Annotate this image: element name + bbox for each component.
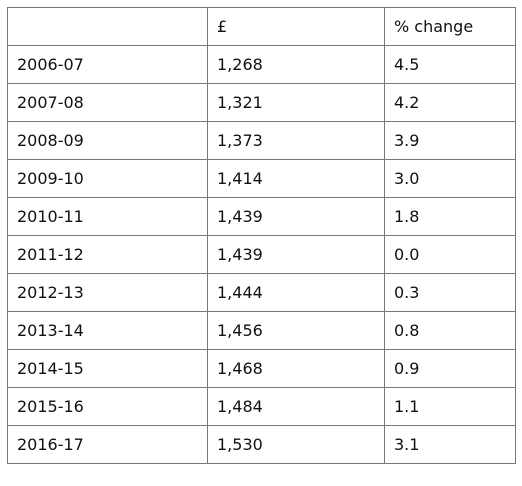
table-cell: 1,373 xyxy=(207,121,385,160)
table-cell: 1,414 xyxy=(207,159,385,198)
table-row: 2006-07 1,268 4.5 xyxy=(7,45,516,84)
header-empty-cell xyxy=(7,7,208,46)
table-row: 2014-15 1,468 0.9 xyxy=(7,349,516,388)
header-row: £% change xyxy=(7,7,516,46)
table-cell: 2016-17 xyxy=(7,425,208,464)
table-cell: 1,268 xyxy=(207,45,385,84)
table-cell: 2015-16 xyxy=(7,387,208,426)
table-cell: 1.1 xyxy=(384,387,516,426)
header-cell: £ xyxy=(207,7,385,46)
table-row: 2010-11 1,439 1.8 xyxy=(7,197,516,236)
table-cell: 1,456 xyxy=(207,311,385,350)
table-row: 2008-09 1,373 3.9 xyxy=(7,121,516,160)
table-cell: 2012-13 xyxy=(7,273,208,312)
table-cell: 1,439 xyxy=(207,235,385,274)
table-cell: 2007-08 xyxy=(7,83,208,122)
table-cell: 0.0 xyxy=(384,235,516,274)
table-cell: 1,530 xyxy=(207,425,385,464)
table-cell: 1,321 xyxy=(207,83,385,122)
table-row: 2015-16 1,484 1.1 xyxy=(7,387,516,426)
table-cell: 2009-10 xyxy=(7,159,208,198)
table-cell: 2008-09 xyxy=(7,121,208,160)
table-row: 2011-12 1,439 0.0 xyxy=(7,235,516,274)
table-cell: 2011-12 xyxy=(7,235,208,274)
table-cell: 1,468 xyxy=(207,349,385,388)
data-table: £% change 2006-07 1,268 4.5 2007-08 1,321 4.2… xyxy=(7,7,516,464)
table-cell: 3.1 xyxy=(384,425,516,464)
table-row: 2016-17 1,530 3.1 xyxy=(7,425,516,464)
table-cell: 2013-14 xyxy=(7,311,208,350)
table-cell: 0.8 xyxy=(384,311,516,350)
table-cell: 2010-11 xyxy=(7,197,208,236)
table-cell: 1.8 xyxy=(384,197,516,236)
table-cell: 2014-15 xyxy=(7,349,208,388)
table-cell: 4.2 xyxy=(384,83,516,122)
table-cell: 1,444 xyxy=(207,273,385,312)
table-cell: 0.9 xyxy=(384,349,516,388)
table-cell: 1,484 xyxy=(207,387,385,426)
table-row: 2007-08 1,321 4.2 xyxy=(7,83,516,122)
table-cell: 3.9 xyxy=(384,121,516,160)
table-row: 2012-13 1,444 0.3 xyxy=(7,273,516,312)
table-cell: 1,439 xyxy=(207,197,385,236)
table-cell: 2006-07 xyxy=(7,45,208,84)
table-cell: 3.0 xyxy=(384,159,516,198)
table-row: 2009-10 1,414 3.0 xyxy=(7,159,516,198)
table-cell: 0.3 xyxy=(384,273,516,312)
header-cell: % change xyxy=(384,7,516,46)
table-row: 2013-14 1,456 0.8 xyxy=(7,311,516,350)
table-cell: 4.5 xyxy=(384,45,516,84)
